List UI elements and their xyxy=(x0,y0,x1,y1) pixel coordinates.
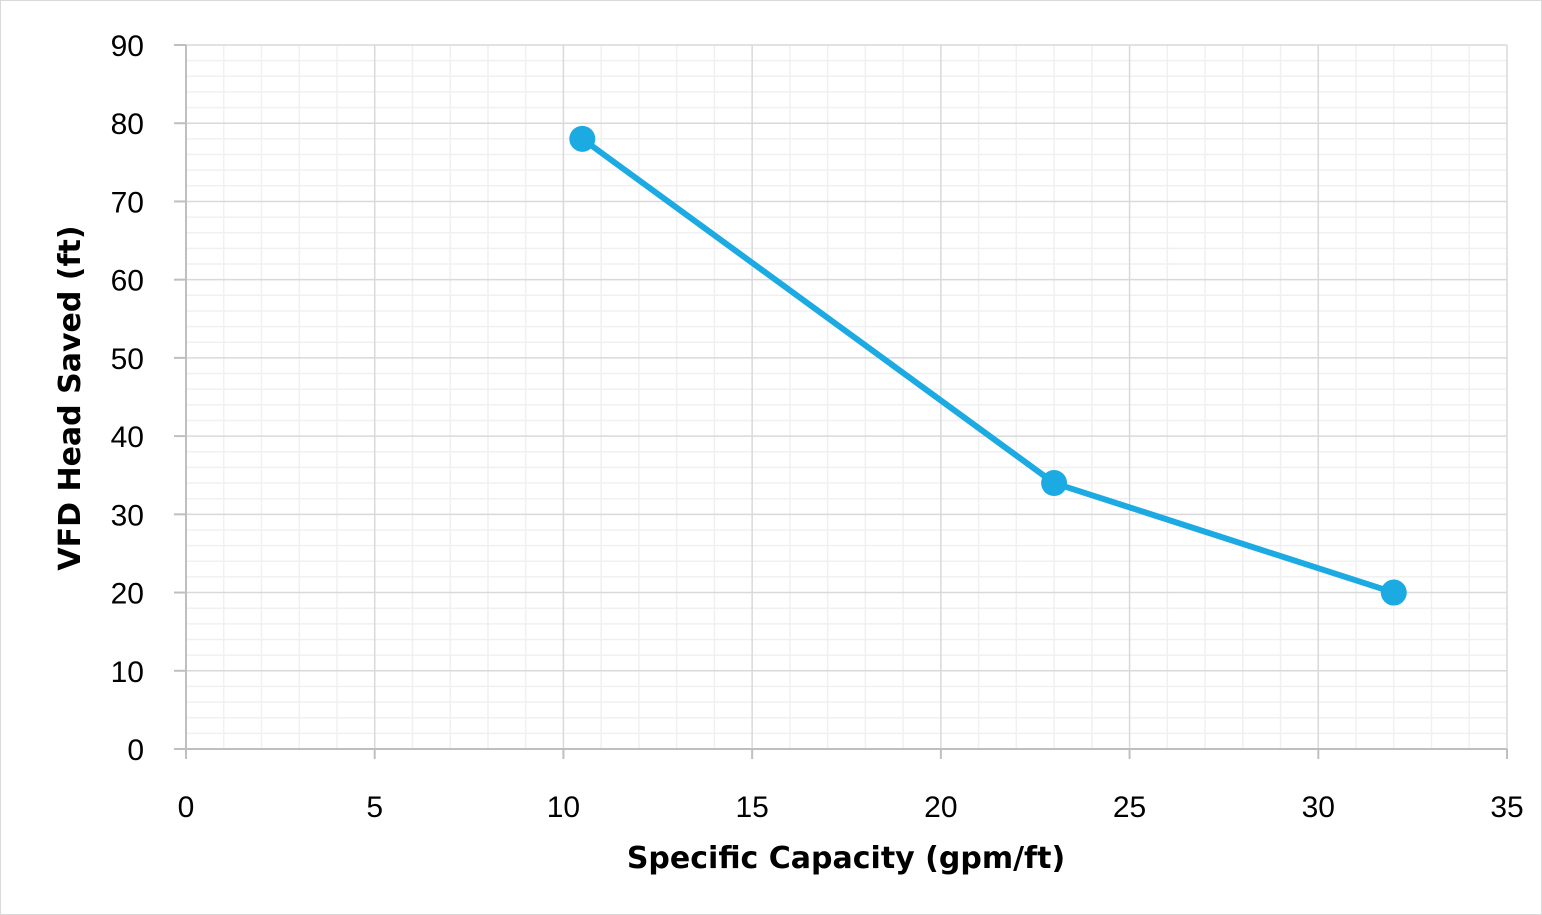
y-tick-label: 90 xyxy=(111,30,144,63)
x-tick-label: 5 xyxy=(366,791,383,824)
major-grid xyxy=(186,44,1508,749)
x-tick-label: 15 xyxy=(735,791,768,824)
x-tick-label: 30 xyxy=(1302,791,1335,824)
data-point xyxy=(1380,579,1407,606)
data-point xyxy=(569,125,596,152)
y-tick-label: 80 xyxy=(111,108,144,141)
axes xyxy=(174,44,1508,759)
y-tick-label: 20 xyxy=(111,578,144,611)
series-layer xyxy=(569,125,1407,606)
y-tick-label: 10 xyxy=(111,656,144,689)
y-tick-label: 0 xyxy=(127,734,144,767)
x-tick-label: 10 xyxy=(547,791,580,824)
series-line xyxy=(579,135,1397,596)
y-tick-label: 70 xyxy=(111,186,144,219)
y-axis-title: VFD Head Saved (ft) xyxy=(53,225,88,570)
y-tick-label: 30 xyxy=(111,499,144,532)
x-tick-label: 0 xyxy=(178,791,195,824)
x-tick-label: 35 xyxy=(1490,791,1523,824)
y-tick-label: 50 xyxy=(111,343,144,376)
y-tick-label: 60 xyxy=(111,265,144,298)
tick-labels: 0 5 10 15 20 25 30 35 0 10 20 30 40 50 60 70 80 90 xyxy=(111,30,1524,824)
minor-grid xyxy=(186,45,1507,749)
y-tick-label: 40 xyxy=(111,421,144,454)
x-tick-label: 20 xyxy=(924,791,957,824)
data-point xyxy=(1041,470,1068,497)
x-axis-title: Specific Capacity (gpm/ft) xyxy=(627,841,1065,876)
x-tick-label: 25 xyxy=(1113,791,1146,824)
